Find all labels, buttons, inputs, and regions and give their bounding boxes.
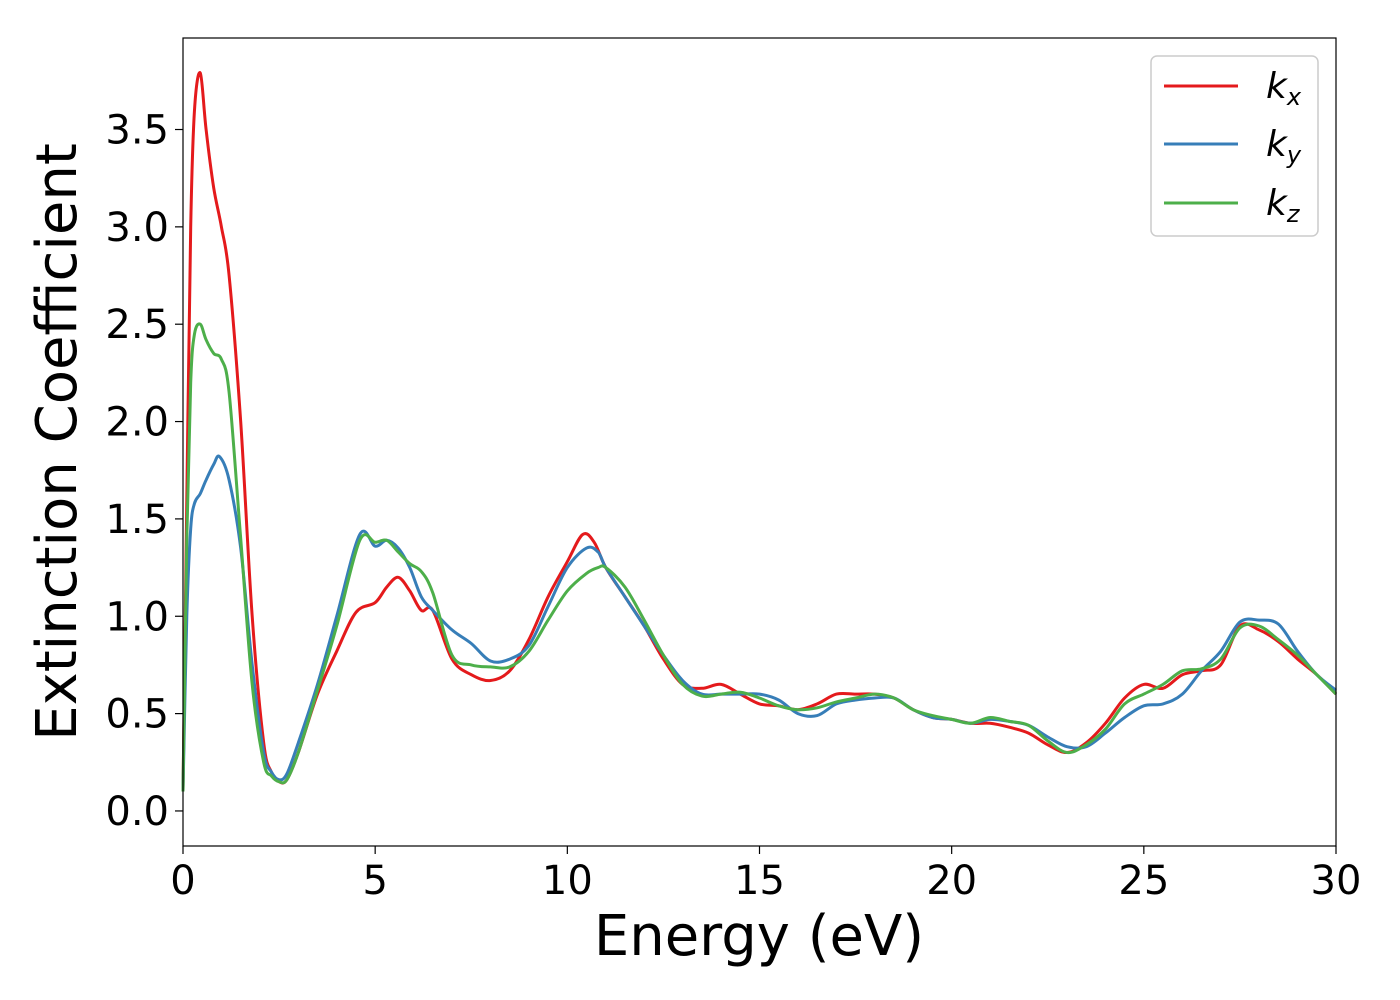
y-axis-label: Extinction Coefficient	[25, 143, 90, 741]
x-axis-label: Energy (eV)	[594, 904, 924, 969]
y-tick-label: 1.0	[105, 594, 169, 640]
y-tick-label: 1.5	[105, 497, 169, 543]
y-tick-label: 0.5	[105, 692, 169, 738]
y-tick-label: 2.0	[105, 400, 169, 446]
x-tick-label: 0	[170, 858, 195, 904]
x-tick-label: 20	[926, 858, 977, 904]
x-axis-ticks: 0 5 10 15 20 25 30	[170, 846, 1361, 904]
y-tick-label: 3.5	[105, 108, 169, 154]
legend-label-kz: kz	[1266, 183, 1301, 228]
series-line-ky	[181, 454, 1337, 792]
y-axis-ticks: 0.0 0.5 1.0 1.5 2.0 2.5 3.0 3.5	[105, 108, 183, 835]
x-tick-label: 30	[1311, 858, 1362, 904]
plot-lines	[181, 71, 1338, 792]
y-tick-label: 2.5	[105, 302, 169, 348]
y-tick-label: 0.0	[105, 789, 169, 835]
x-tick-label: 5	[362, 858, 387, 904]
x-tick-label: 25	[1118, 858, 1169, 904]
legend-box	[1150, 55, 1319, 237]
series-line-kz	[181, 322, 1338, 792]
legend: kx ky kz	[1150, 55, 1319, 237]
y-tick-label: 3.0	[105, 205, 169, 251]
x-tick-label: 10	[542, 858, 593, 904]
legend-label-kx: kx	[1266, 66, 1302, 111]
legend-label-ky: ky	[1266, 124, 1302, 169]
x-tick-label: 15	[734, 858, 785, 904]
